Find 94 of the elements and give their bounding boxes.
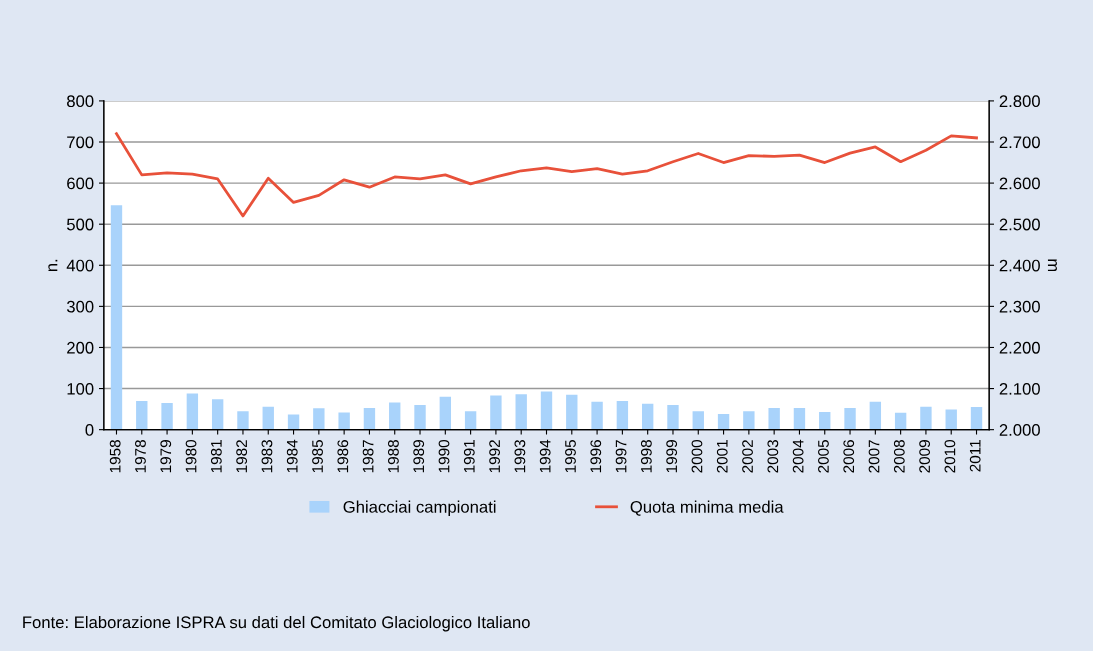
bar: [717, 414, 730, 430]
bar: [515, 394, 527, 430]
x-tick-label: 2002: [742, 440, 753, 473]
bar: [237, 411, 249, 430]
x-tick-label: 2003: [767, 440, 779, 473]
x-tick-label: 1983: [261, 440, 273, 473]
x-tick-label: 2009: [919, 440, 931, 473]
bar: [819, 411, 831, 430]
bar: [894, 412, 907, 430]
y-tick-label: 200: [67, 341, 94, 354]
bar: [641, 403, 654, 430]
bar: [692, 411, 704, 430]
bar: [869, 401, 882, 430]
y-tick-label: 500: [66, 218, 94, 231]
y2-tick-label: 2.800: [999, 95, 1040, 108]
x-tick-label: 2000: [691, 439, 703, 473]
y2-tick-label: 2.200: [999, 341, 1040, 354]
bar: [844, 407, 856, 430]
bar: [768, 407, 780, 430]
x-tick-label: 1991: [463, 440, 475, 473]
bar: [211, 399, 224, 430]
y2-tick-label: 2.300: [999, 300, 1040, 313]
bar: [389, 402, 401, 430]
x-tick-label: 1981: [210, 440, 222, 473]
bar: [186, 393, 199, 430]
y-tick-label: 600: [67, 177, 94, 190]
bar: [110, 205, 123, 430]
x-tick-label: 1993: [514, 440, 526, 473]
x-tick-label: 2006: [843, 440, 855, 473]
line-series: [115, 132, 978, 218]
x-tick-label: 1982: [236, 440, 248, 473]
x-tick-label: 1978: [135, 440, 146, 473]
bar: [591, 401, 603, 430]
y-tick-label: 700: [67, 136, 94, 149]
bar: [793, 407, 806, 430]
bar: [945, 409, 957, 430]
bar: [338, 412, 350, 430]
x-tick-label: 1997: [615, 440, 627, 473]
legend-label: Ghiacciai campionati: [343, 500, 496, 517]
bar: [464, 411, 477, 430]
y2-tick-label: 2.600: [999, 177, 1040, 190]
x-tick-label: 2011: [969, 440, 981, 472]
x-tick-label: 1987: [362, 440, 374, 473]
x-tick-label: 1985: [312, 440, 323, 473]
x-tick-label: 2001: [716, 440, 728, 473]
bar: [743, 411, 755, 430]
bar: [439, 396, 452, 430]
bar: [136, 400, 148, 430]
y-tick-label: 0: [85, 424, 94, 436]
x-tick-label: 1995: [565, 440, 576, 473]
bar: [616, 400, 629, 430]
x-tick-label: 1994: [539, 439, 551, 473]
source-note: Fonte: Elaborazione ISPRA su dati del Comitato Glaciologico Italiano: [23, 615, 530, 632]
y2-tick-label: 2.500: [999, 218, 1040, 231]
x-tick-label: 2010: [944, 439, 956, 473]
x-tick-label: 1990: [438, 439, 450, 473]
x-tick-label: 1992: [489, 440, 501, 473]
bar: [970, 407, 983, 430]
y-tick-label: 400: [66, 259, 94, 272]
y2-tick-label: 2.100: [999, 382, 1040, 395]
y2-tick-label: 2.400: [999, 259, 1040, 272]
x-tick-label: 1989: [413, 440, 425, 473]
bar: [161, 402, 173, 430]
x-tick-label: 2004: [792, 439, 804, 473]
y-tick-label: 100: [67, 382, 94, 395]
bar: [287, 414, 300, 430]
bar: [490, 395, 502, 430]
bar: [363, 407, 376, 430]
bar: [920, 406, 932, 430]
x-tick-label: 2008: [893, 440, 905, 473]
x-tick-label: 1999: [666, 440, 678, 473]
y-tick-label: 800: [67, 95, 94, 108]
bar: [313, 408, 325, 430]
x-tick-label: 1988: [388, 440, 399, 473]
y2-axis-title: m: [1047, 259, 1057, 272]
bar: [414, 405, 426, 430]
x-tick-label: 1979: [160, 440, 172, 473]
y-axis-title: n.: [48, 259, 58, 272]
x-tick-label: 2007: [868, 440, 880, 473]
x-tick-label: 1986: [337, 440, 349, 473]
bar: [262, 406, 274, 430]
bar: [566, 394, 578, 430]
y2-tick-label: 2.700: [999, 136, 1040, 149]
x-tick-label: 1980: [185, 439, 197, 473]
bar: [540, 391, 553, 430]
bar: [667, 405, 679, 430]
y2-tick-label: 2.000: [999, 424, 1040, 436]
x-tick-label: 1984: [286, 439, 298, 473]
legend-label: Quota minima media: [630, 500, 784, 516]
x-tick-label: 1958: [109, 440, 121, 473]
x-tick-label: 1998: [640, 440, 652, 473]
x-tick-label: 1996: [590, 440, 602, 473]
x-tick-label: 2005: [818, 440, 829, 473]
y-tick-label: 300: [66, 300, 94, 313]
